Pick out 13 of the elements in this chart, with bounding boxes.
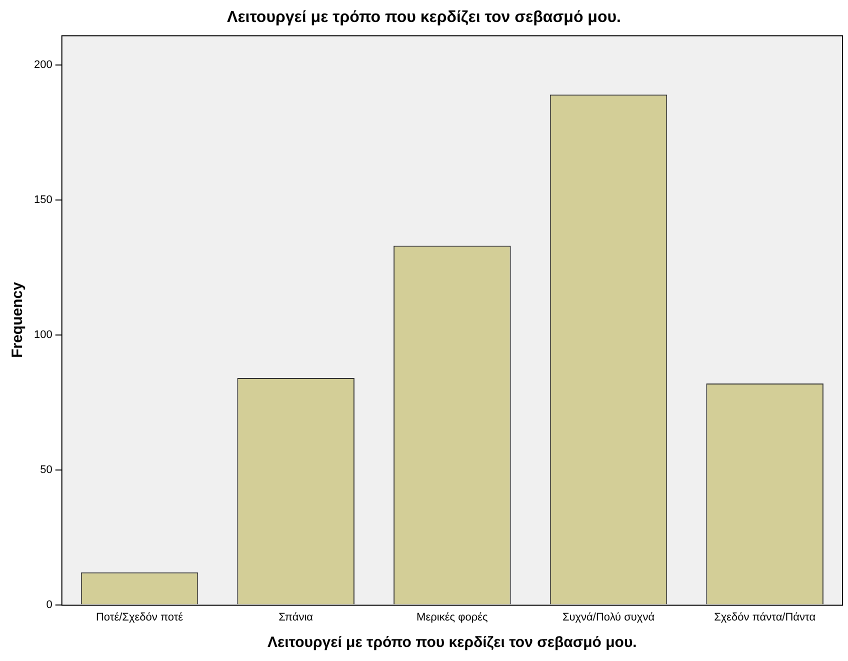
x-tick-label: Σχεδόν πάντα/Πάντα [714, 611, 816, 624]
y-tick-label: 150 [34, 194, 52, 206]
x-tick-label: Σπάνια [278, 611, 314, 624]
x-tick-label: Μερικές φορές [416, 611, 488, 624]
chart-title: Λειτουργεί με τρόπο που κερδίζει τον σεβασμό μου. [227, 9, 621, 26]
y-tick-label: 200 [34, 58, 52, 71]
x-tick-label: Ποτέ/Σχεδόν ποτέ [96, 611, 184, 624]
y-tick-label: 50 [40, 464, 52, 476]
y-tick-label: 0 [46, 598, 52, 611]
x-tick-label: Συχνά/Πολύ συχνά [562, 611, 656, 624]
y-axis-title: Frequency [9, 281, 26, 358]
x-axis-title: Λειτουργεί με τρόπο που κερδίζει τον σεβασμό μου. [267, 634, 637, 652]
y-tick-label: 100 [34, 328, 52, 341]
